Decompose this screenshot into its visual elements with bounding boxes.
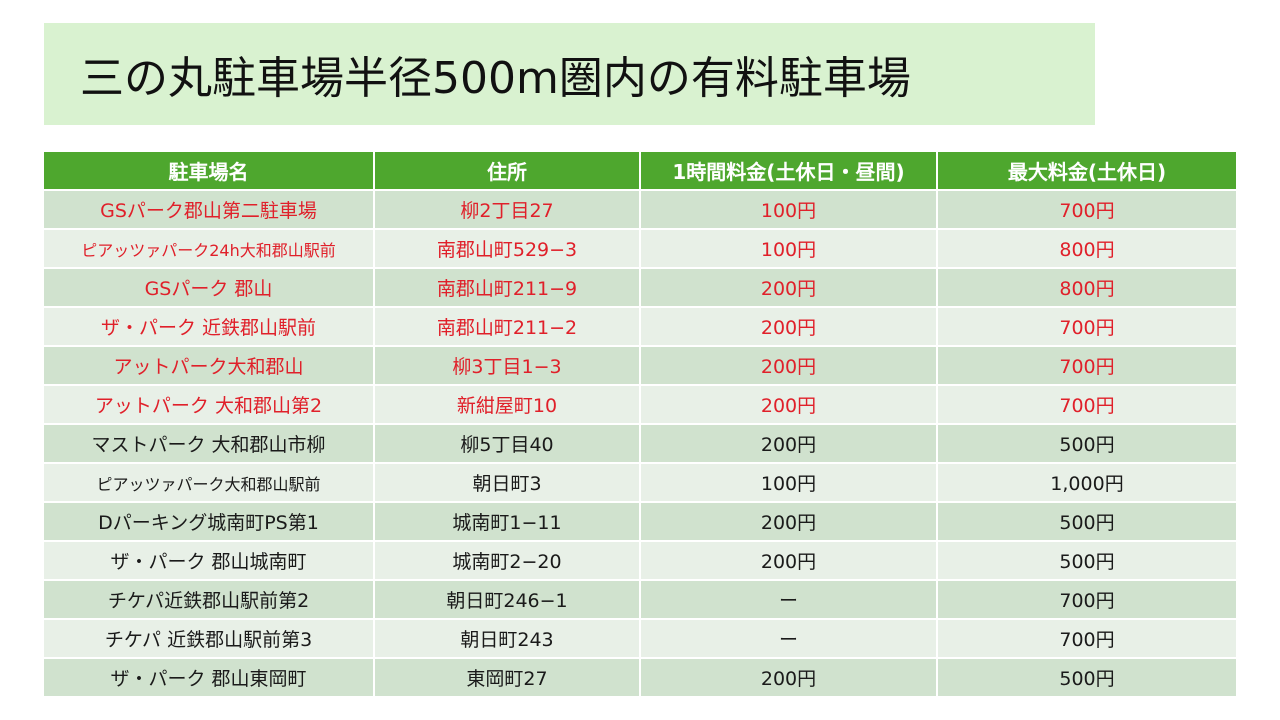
cell-name: ザ・パーク 郡山城南町 <box>44 540 375 581</box>
parking-table: 駐車場名 住所 1時間料金(土休日・昼間) 最大料金(土休日) GSパーク郡山第… <box>44 152 1236 698</box>
cell-hourly: 200円 <box>639 540 938 581</box>
cell-address: 柳5丁目40 <box>373 423 641 464</box>
cell-max: 500円 <box>936 540 1236 581</box>
cell-max: 500円 <box>936 501 1236 542</box>
cell-max: 700円 <box>936 306 1236 347</box>
header-name: 駐車場名 <box>44 152 375 191</box>
table-row: Dパーキング城南町PS第1 城南町1−11 200円 500円 <box>44 501 1236 542</box>
cell-max: 800円 <box>936 267 1236 308</box>
cell-max: 1,000円 <box>936 462 1236 503</box>
cell-address: 朝日町243 <box>373 618 641 659</box>
cell-address: 柳2丁目27 <box>373 189 641 230</box>
table-row: マストパーク 大和郡山市柳 柳5丁目40 200円 500円 <box>44 423 1236 464</box>
cell-name: マストパーク 大和郡山市柳 <box>44 423 375 464</box>
cell-address: 城南町1−11 <box>373 501 641 542</box>
table-row: ザ・パーク 郡山東岡町 東岡町27 200円 500円 <box>44 657 1236 698</box>
header-address: 住所 <box>373 152 641 191</box>
cell-max: 700円 <box>936 384 1236 425</box>
cell-name: Dパーキング城南町PS第1 <box>44 501 375 542</box>
cell-max: 700円 <box>936 345 1236 386</box>
cell-address: 朝日町3 <box>373 462 641 503</box>
cell-max: 700円 <box>936 579 1236 620</box>
table-row: GSパーク 郡山 南郡山町211−9 200円 800円 <box>44 267 1236 308</box>
cell-address: 柳3丁目1−3 <box>373 345 641 386</box>
cell-hourly: ー <box>639 579 938 620</box>
cell-name: チケパ近鉄郡山駅前第2 <box>44 579 375 620</box>
cell-address: 新紺屋町10 <box>373 384 641 425</box>
cell-address: 東岡町27 <box>373 657 641 698</box>
cell-name: ザ・パーク 近鉄郡山駅前 <box>44 306 375 347</box>
cell-address: 南郡山町211−2 <box>373 306 641 347</box>
cell-max: 500円 <box>936 657 1236 698</box>
cell-max: 700円 <box>936 618 1236 659</box>
cell-name: ピアッツァパーク大和郡山駅前 <box>44 462 375 503</box>
cell-name: GSパーク郡山第二駐車場 <box>44 189 375 230</box>
cell-name: ザ・パーク 郡山東岡町 <box>44 657 375 698</box>
page-title: 三の丸駐車場半径500m圏内の有料駐車場 <box>80 53 911 104</box>
cell-address: 城南町2−20 <box>373 540 641 581</box>
title-banner: 三の丸駐車場半径500m圏内の有料駐車場 <box>44 23 1095 125</box>
header-hourly-fee: 1時間料金(土休日・昼間) <box>639 152 938 191</box>
cell-hourly: 200円 <box>639 657 938 698</box>
cell-address: 朝日町246−1 <box>373 579 641 620</box>
table-row: ザ・パーク 近鉄郡山駅前 南郡山町211−2 200円 700円 <box>44 306 1236 347</box>
cell-name: チケパ 近鉄郡山駅前第3 <box>44 618 375 659</box>
cell-name: アットパーク大和郡山 <box>44 345 375 386</box>
cell-hourly: 200円 <box>639 384 938 425</box>
cell-hourly: 100円 <box>639 228 938 269</box>
table-row: チケパ近鉄郡山駅前第2 朝日町246−1 ー 700円 <box>44 579 1236 620</box>
cell-hourly: ー <box>639 618 938 659</box>
cell-hourly: 200円 <box>639 267 938 308</box>
table-row: ピアッツァパーク大和郡山駅前 朝日町3 100円 1,000円 <box>44 462 1236 503</box>
table-row: チケパ 近鉄郡山駅前第3 朝日町243 ー 700円 <box>44 618 1236 659</box>
cell-hourly: 100円 <box>639 189 938 230</box>
cell-name: アットパーク 大和郡山第2 <box>44 384 375 425</box>
cell-address: 南郡山町211−9 <box>373 267 641 308</box>
table-row: ザ・パーク 郡山城南町 城南町2−20 200円 500円 <box>44 540 1236 581</box>
cell-max: 800円 <box>936 228 1236 269</box>
cell-name: GSパーク 郡山 <box>44 267 375 308</box>
table-row: アットパーク大和郡山 柳3丁目1−3 200円 700円 <box>44 345 1236 386</box>
cell-address: 南郡山町529−3 <box>373 228 641 269</box>
cell-hourly: 200円 <box>639 306 938 347</box>
header-max-fee: 最大料金(土休日) <box>936 152 1236 191</box>
table-row: GSパーク郡山第二駐車場 柳2丁目27 100円 700円 <box>44 189 1236 230</box>
cell-name: ピアッツァパーク24h大和郡山駅前 <box>44 228 375 269</box>
cell-hourly: 200円 <box>639 345 938 386</box>
cell-max: 500円 <box>936 423 1236 464</box>
cell-max: 700円 <box>936 189 1236 230</box>
table-row: アットパーク 大和郡山第2 新紺屋町10 200円 700円 <box>44 384 1236 425</box>
cell-hourly: 200円 <box>639 423 938 464</box>
table-header-row: 駐車場名 住所 1時間料金(土休日・昼間) 最大料金(土休日) <box>44 152 1236 191</box>
table-row: ピアッツァパーク24h大和郡山駅前 南郡山町529−3 100円 800円 <box>44 228 1236 269</box>
cell-hourly: 200円 <box>639 501 938 542</box>
cell-hourly: 100円 <box>639 462 938 503</box>
